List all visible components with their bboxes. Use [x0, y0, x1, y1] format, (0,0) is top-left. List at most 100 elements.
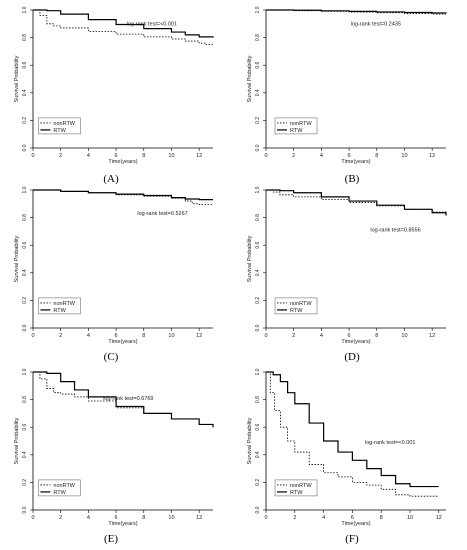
x-tick-label: 6 — [348, 333, 351, 339]
series-line-rtw — [33, 371, 214, 428]
x-axis-label: Time(years) — [108, 521, 137, 527]
y-tick-label: 1.0 — [22, 186, 28, 193]
y-tick-label: 0.4 — [22, 451, 28, 458]
x-tick-label: 10 — [168, 153, 174, 159]
y-tick-label: 0.4 — [255, 269, 261, 276]
x-tick-label: 10 — [401, 153, 407, 159]
y-tick-label: 0.0 — [22, 324, 28, 331]
series-line-rtw — [266, 9, 447, 14]
legend-label-nonrtw: nonRTW — [53, 121, 75, 127]
legend-label-nonrtw: nonRTW — [53, 301, 75, 307]
x-axis-label: Time(years) — [108, 159, 137, 165]
y-tick-label: 0.4 — [22, 269, 28, 276]
y-tick-label: 0.2 — [22, 297, 28, 304]
x-tick-label: 6 — [115, 153, 118, 159]
x-tick-label: 12 — [429, 333, 435, 339]
x-tick-label: 8 — [380, 515, 383, 521]
y-axis-label: Survival Probability — [14, 235, 20, 282]
x-tick-label: 10 — [407, 515, 413, 521]
logrank-annotation: log-rank test=0.6769 — [103, 396, 153, 402]
panel-label-f: (F) — [345, 533, 359, 545]
x-tick-label: 12 — [196, 515, 202, 521]
y-tick-label: 0.0 — [22, 144, 28, 151]
y-axis-label: Survival Probability — [14, 55, 20, 102]
legend-label-rtw: RTW — [290, 308, 303, 314]
legend-label-rtw: RTW — [53, 490, 66, 496]
legend-label-rtw: RTW — [53, 128, 66, 134]
y-tick-label: 0.6 — [255, 424, 261, 431]
series-line-nonrtw — [266, 189, 447, 215]
km-panel-5: 0.0 0.2 0.4 0.6 0.8 1.0 0 2 4 6 8 10 12 Time(years) Su… — [14, 368, 214, 527]
km-panel-4: 0.0 0.2 0.4 0.6 0.8 1.0 0 2 4 6 8 10 12 Time(years) Su… — [247, 186, 447, 345]
x-tick-label: 8 — [142, 515, 145, 521]
km-panel-2: 0.0 0.2 0.4 0.6 0.8 1.0 0 2 4 6 8 10 12 Time(years) Su… — [247, 6, 447, 165]
legend-label-nonrtw: nonRTW — [290, 121, 312, 127]
y-axis-label: Survival Probability — [14, 417, 20, 464]
y-tick-label: 0.2 — [255, 117, 261, 124]
x-tick-label: 2 — [293, 515, 296, 521]
x-tick-label: 6 — [115, 333, 118, 339]
x-tick-label: 8 — [375, 333, 378, 339]
x-tick-label: 0 — [31, 153, 34, 159]
y-tick-label: 0.8 — [255, 396, 261, 403]
y-tick-label: 0.0 — [255, 324, 261, 331]
legend-label-rtw: RTW — [290, 128, 303, 134]
y-tick-label: 0.8 — [255, 34, 261, 41]
y-axis-label: Survival Probability — [247, 417, 253, 464]
x-tick-label: 4 — [320, 333, 323, 339]
y-tick-label: 0.6 — [22, 424, 28, 431]
x-tick-label: 4 — [87, 333, 90, 339]
x-tick-label: 10 — [168, 515, 174, 521]
series-line-nonrtw — [33, 9, 213, 45]
y-tick-label: 0.8 — [22, 214, 28, 221]
x-tick-label: 12 — [436, 515, 442, 521]
x-tick-label: 2 — [59, 515, 62, 521]
panel-label-a: (A) — [103, 173, 119, 185]
y-tick-label: 1.0 — [255, 186, 261, 193]
series-line-nonrtw — [33, 371, 214, 428]
y-tick-label: 0.8 — [255, 214, 261, 221]
x-tick-label: 12 — [429, 153, 435, 159]
x-tick-label: 6 — [348, 153, 351, 159]
x-axis-label: Time(years) — [341, 339, 370, 345]
x-tick-label: 0 — [31, 333, 34, 339]
panel-label-c: (C) — [103, 351, 119, 363]
x-tick-label: 2 — [292, 333, 295, 339]
y-tick-label: 1.0 — [22, 6, 28, 13]
y-tick-label: 0.6 — [22, 62, 28, 69]
y-tick-label: 0.4 — [255, 451, 261, 458]
logrank-annotation: log-rank test=0.8556 — [370, 228, 420, 234]
y-axis-label: Survival Probability — [247, 235, 253, 282]
y-tick-label: 0.4 — [255, 89, 261, 96]
legend-label-rtw: RTW — [290, 490, 303, 496]
x-tick-label: 4 — [87, 515, 90, 521]
x-axis-label: Time(years) — [341, 159, 370, 165]
y-tick-label: 0.0 — [22, 506, 28, 513]
y-tick-label: 0.6 — [255, 242, 261, 249]
x-tick-label: 6 — [115, 515, 118, 521]
y-axis-label: Survival Probability — [247, 55, 253, 102]
x-tick-label: 8 — [375, 153, 378, 159]
y-tick-label: 1.0 — [22, 368, 28, 375]
km-panel-1: 0.0 0.2 0.4 0.6 0.8 1.0 0 2 4 6 8 10 12 Time(years) Su… — [14, 6, 214, 165]
y-tick-label: 0.0 — [255, 506, 261, 513]
x-tick-label: 8 — [142, 153, 145, 159]
x-tick-label: 2 — [59, 153, 62, 159]
x-tick-label: 0 — [264, 333, 267, 339]
y-tick-label: 0.2 — [22, 479, 28, 486]
legend-label-nonrtw: nonRTW — [53, 483, 75, 489]
x-tick-label: 4 — [322, 515, 325, 521]
x-axis-label: Time(years) — [341, 521, 370, 527]
y-tick-label: 1.0 — [255, 6, 261, 13]
x-axis-label: Time(years) — [108, 339, 137, 345]
series-line-rtw — [33, 189, 213, 201]
series-line-nonrtw — [33, 189, 213, 205]
legend-label-nonrtw: nonRTW — [290, 483, 312, 489]
x-tick-label: 0 — [264, 153, 267, 159]
x-tick-label: 0 — [31, 515, 34, 521]
panel-label-d: (D) — [344, 351, 360, 363]
legend-label-rtw: RTW — [53, 308, 66, 314]
series-line-rtw — [266, 189, 447, 216]
series-line-rtw — [266, 371, 439, 488]
